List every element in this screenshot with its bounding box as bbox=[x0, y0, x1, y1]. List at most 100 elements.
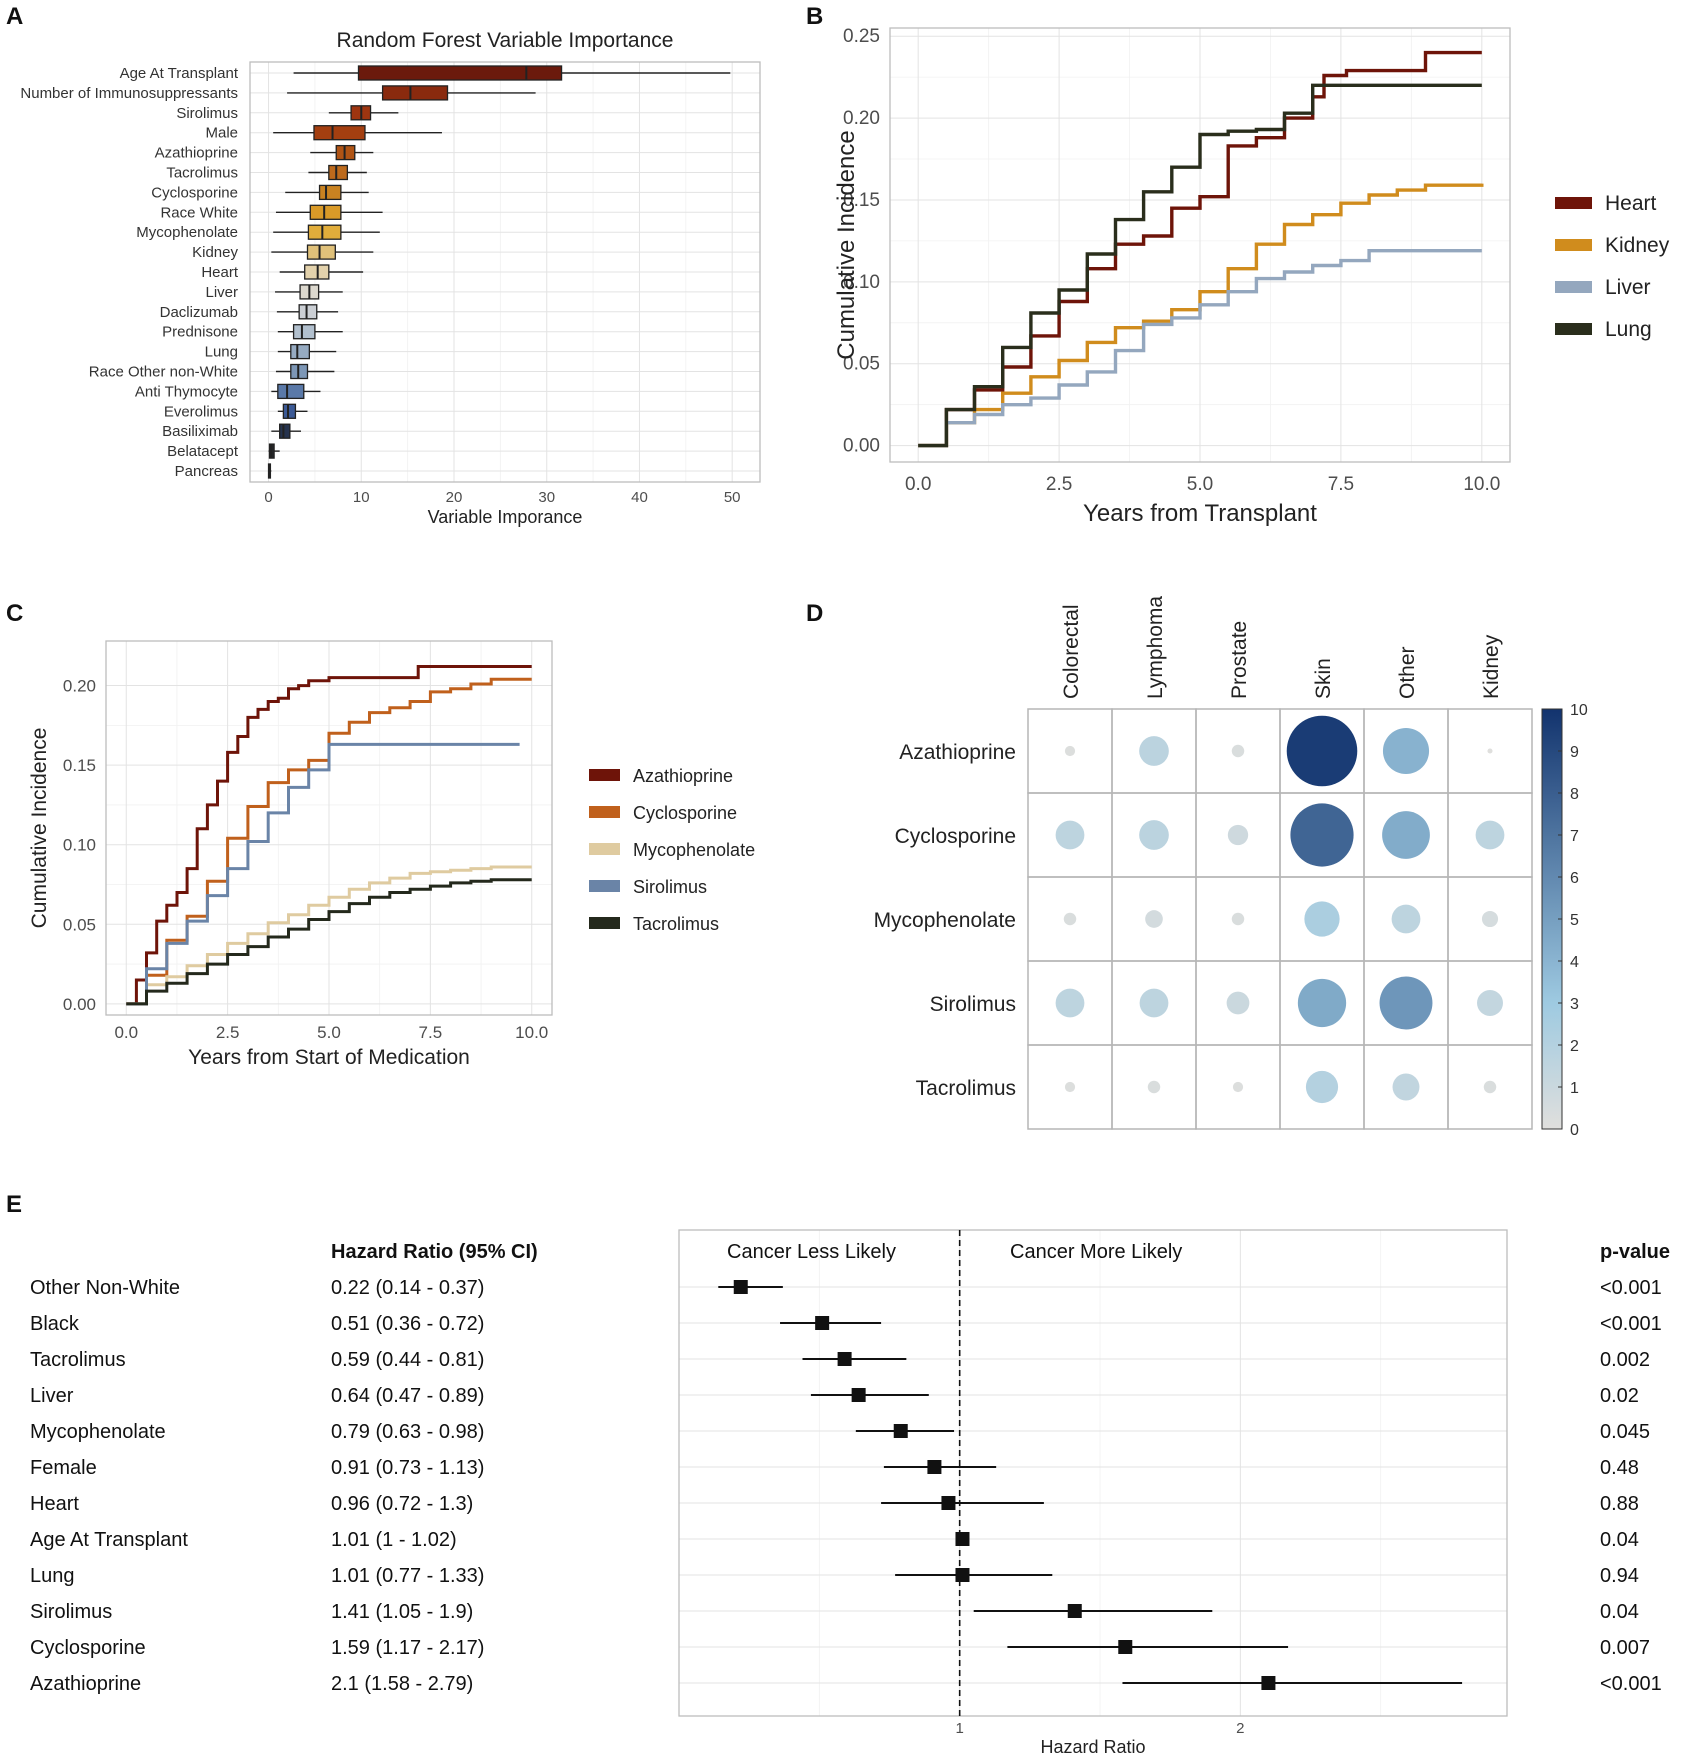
box-race-white bbox=[275, 204, 383, 220]
box bbox=[357, 65, 563, 81]
y-tick-label: Belatacept bbox=[167, 443, 239, 460]
y-axis-label: Cumulative Incidence bbox=[833, 130, 860, 359]
colorbar-tick-label: 9 bbox=[1570, 744, 1579, 761]
y-tick-label: Lung bbox=[205, 344, 238, 361]
x-tick-label: 2 bbox=[1236, 1720, 1244, 1737]
box bbox=[282, 403, 297, 419]
box bbox=[318, 184, 342, 201]
x-tick-label: 40 bbox=[631, 489, 648, 506]
series-line-tacrolimus bbox=[126, 878, 532, 1006]
p-value: 0.02 bbox=[1600, 1385, 1639, 1407]
box bbox=[306, 244, 336, 260]
bubble-sirolimus-skin bbox=[1297, 978, 1347, 1028]
x-tick-label: 7.5 bbox=[1328, 474, 1354, 495]
p-column-header: p-value bbox=[1600, 1241, 1670, 1263]
y-tick-label: Azathioprine bbox=[155, 145, 238, 162]
p-value: <0.001 bbox=[1600, 1313, 1662, 1335]
colorbar-tick-label: 3 bbox=[1570, 996, 1579, 1013]
hr-point-lung bbox=[955, 1568, 970, 1582]
row-label: Sirolimus bbox=[930, 993, 1016, 1016]
y-tick-label: 0.05 bbox=[843, 354, 880, 375]
hr-text: 1.01 (1 - 1.02) bbox=[331, 1529, 457, 1551]
hr-text: 1.59 (1.17 - 2.17) bbox=[331, 1637, 484, 1659]
bubble-azathioprine-other bbox=[1382, 727, 1430, 775]
series-line-liver bbox=[918, 249, 1482, 448]
panel-label: B bbox=[806, 3, 823, 30]
bubble-cyclosporine-kidney bbox=[1475, 820, 1505, 850]
row-label-azathioprine: Azathioprine bbox=[30, 1673, 141, 1695]
colorbar-tick-label: 10 bbox=[1570, 702, 1588, 719]
p-value: 0.045 bbox=[1600, 1421, 1650, 1443]
box-azathioprine bbox=[310, 144, 374, 161]
p-value: 0.002 bbox=[1600, 1349, 1650, 1371]
y-tick-label: 0.05 bbox=[63, 915, 96, 934]
x-tick-label: 2.5 bbox=[1046, 474, 1072, 495]
p-value: 0.48 bbox=[1600, 1457, 1639, 1479]
legend-item-lung: Lung bbox=[1555, 318, 1652, 341]
box bbox=[313, 125, 366, 141]
legend-label: Azathioprine bbox=[633, 766, 733, 786]
legend-label: Mycophenolate bbox=[633, 840, 755, 860]
column-label: Other bbox=[1396, 646, 1419, 699]
colorbar-tick-label: 1 bbox=[1570, 1080, 1579, 1097]
y-tick-label: Sirolimus bbox=[176, 105, 238, 122]
series-line-azathioprine bbox=[126, 665, 532, 1006]
x-tick-label: 50 bbox=[724, 489, 741, 506]
chart-title: Random Forest Variable Importance bbox=[337, 29, 674, 52]
box bbox=[292, 324, 316, 340]
bubble-tacrolimus-lymphoma bbox=[1147, 1080, 1161, 1094]
y-tick-label: 0.15 bbox=[843, 190, 880, 211]
bubble-cyclosporine-lymphoma bbox=[1139, 820, 1169, 850]
box bbox=[290, 343, 310, 360]
y-tick-label: Prednisone bbox=[162, 324, 238, 341]
box-anti-thymocyte bbox=[271, 383, 321, 400]
legend-swatch bbox=[1555, 239, 1592, 251]
colorbar-tick-label: 6 bbox=[1570, 870, 1579, 887]
y-tick-label: 0.10 bbox=[843, 272, 880, 293]
legend-item-heart: Heart bbox=[1555, 192, 1657, 215]
bubble-azathioprine-skin bbox=[1286, 715, 1358, 787]
colorbar-tick-label: 2 bbox=[1570, 1038, 1579, 1055]
p-value: 0.04 bbox=[1600, 1601, 1639, 1623]
hr-text: 1.01 (0.77 - 1.33) bbox=[331, 1565, 484, 1587]
bubble-cyclosporine-other bbox=[1382, 811, 1430, 859]
annotation-right: Cancer More Likely bbox=[1010, 1241, 1182, 1263]
legend-label: Kidney bbox=[1605, 234, 1670, 257]
p-value: 0.04 bbox=[1600, 1529, 1639, 1551]
y-tick-label: Kidney bbox=[192, 244, 238, 261]
bubble-cyclosporine-colorectal bbox=[1055, 820, 1085, 850]
legend-label: Heart bbox=[1605, 192, 1657, 215]
bubble-cyclosporine-skin bbox=[1290, 803, 1354, 867]
box-lung bbox=[277, 343, 337, 360]
bubble-sirolimus-other bbox=[1379, 976, 1433, 1030]
series-line-lung bbox=[918, 83, 1482, 448]
hr-text: 2.1 (1.58 - 2.79) bbox=[331, 1673, 473, 1695]
hr-point-sirolimus bbox=[1067, 1604, 1082, 1618]
y-tick-label: Liver bbox=[205, 284, 238, 301]
legend-swatch bbox=[589, 769, 620, 781]
legend-swatch bbox=[589, 843, 620, 855]
x-tick-label: 7.5 bbox=[419, 1023, 443, 1042]
p-value: <0.001 bbox=[1600, 1673, 1662, 1695]
row-label-liver: Liver bbox=[30, 1385, 74, 1407]
hr-text: 0.91 (0.73 - 1.13) bbox=[331, 1457, 484, 1479]
legend-label: Liver bbox=[1605, 276, 1651, 299]
box bbox=[381, 85, 449, 101]
box-daclizumab bbox=[276, 304, 339, 320]
legend-label: Cyclosporine bbox=[633, 803, 737, 823]
bubble-azathioprine-colorectal bbox=[1064, 745, 1076, 757]
row-label: Cyclosporine bbox=[895, 825, 1016, 848]
box-age-at-transplant bbox=[293, 65, 731, 81]
box-heart bbox=[279, 264, 364, 280]
legend-label: Tacrolimus bbox=[633, 914, 719, 934]
panel-label: E bbox=[6, 1191, 22, 1218]
p-value: 0.88 bbox=[1600, 1493, 1639, 1515]
bubble-sirolimus-kidney bbox=[1477, 990, 1503, 1016]
panel-a: A Random Forest Variable Importance Age At… bbox=[6, 3, 761, 527]
x-axis-label: Variable Imporance bbox=[428, 507, 583, 527]
x-axis-label: Years from Transplant bbox=[1083, 500, 1317, 527]
panel-label: C bbox=[6, 600, 23, 627]
box-basiliximab bbox=[271, 423, 301, 439]
bubble-sirolimus-prostate bbox=[1226, 991, 1250, 1015]
hr-point-heart bbox=[941, 1496, 956, 1510]
